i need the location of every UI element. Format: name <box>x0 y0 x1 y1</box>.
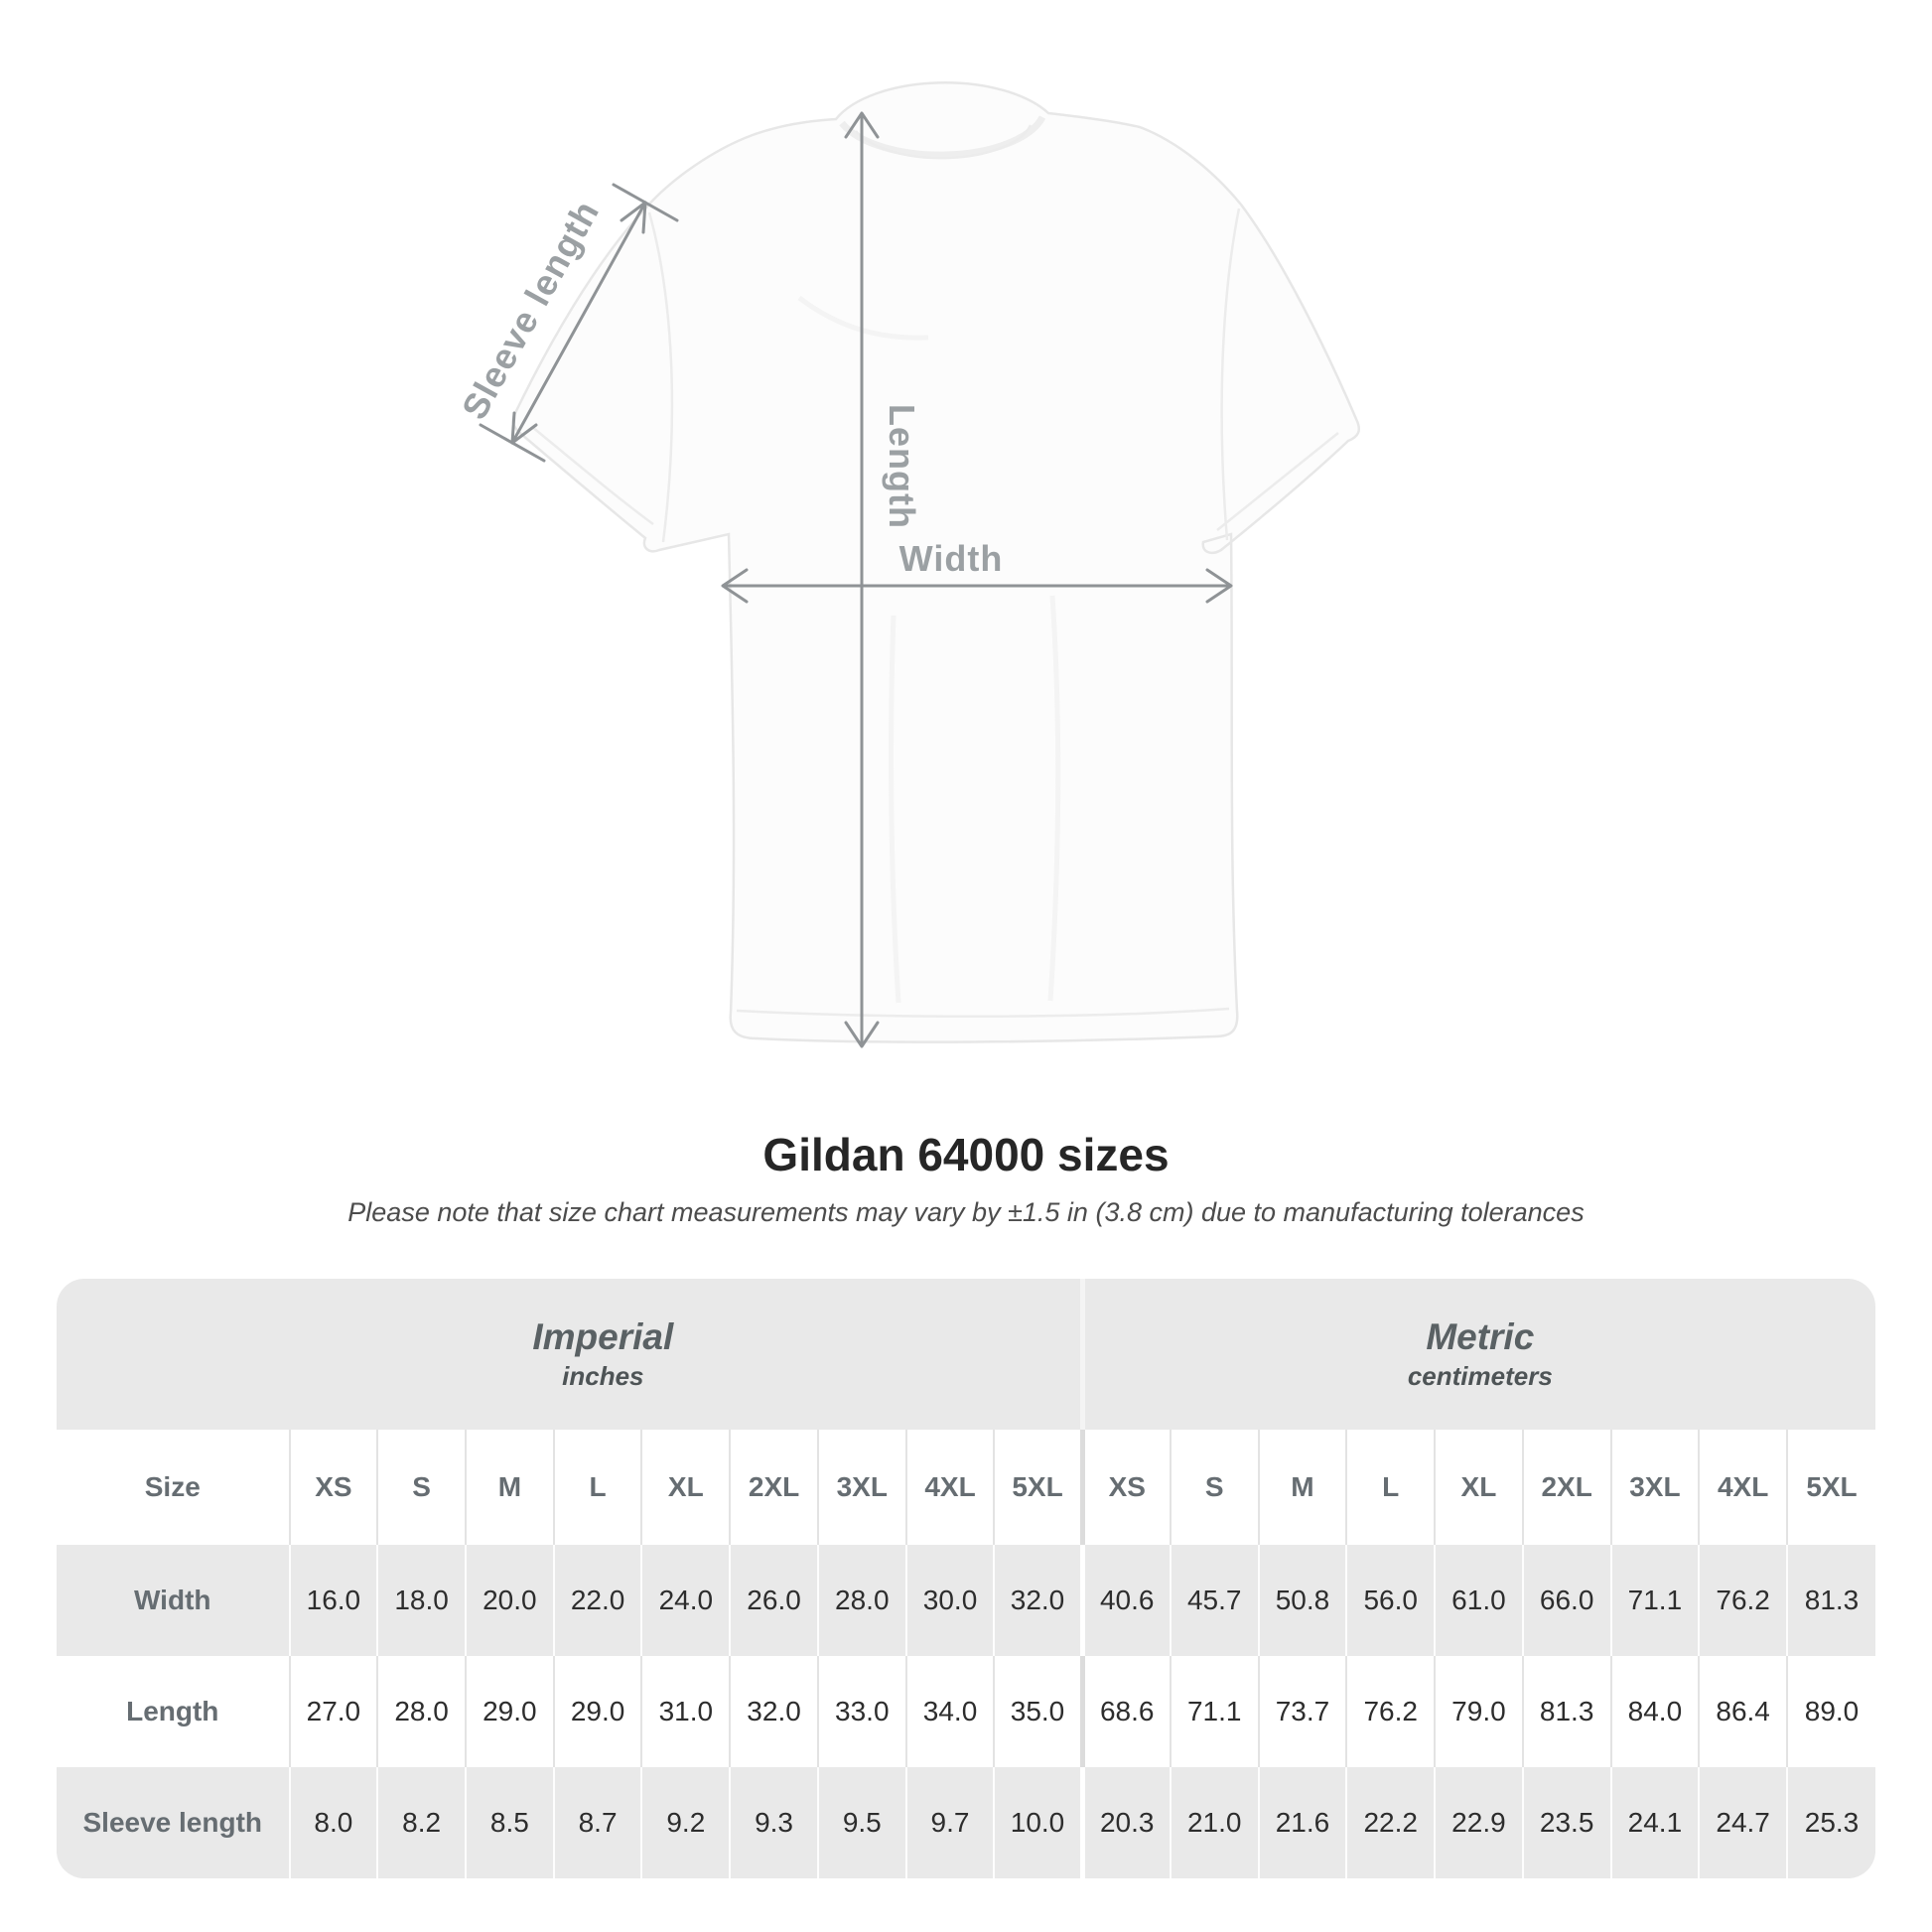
value-cell: 68.6 <box>1079 1656 1171 1767</box>
value-cell: 29.0 <box>552 1656 642 1767</box>
col-header-metric-xl: XL <box>1434 1430 1523 1545</box>
value-cell: 76.2 <box>1345 1656 1436 1767</box>
value-cell: 9.7 <box>904 1767 995 1878</box>
table-row-length: Length 27.0 28.0 29.0 29.0 31.0 32.0 33.… <box>57 1656 1875 1767</box>
value-cell: 29.0 <box>464 1656 554 1767</box>
value-cell: 40.6 <box>1079 1545 1171 1656</box>
length-arrow <box>844 111 880 1048</box>
size-table: Imperial inches Metric centimeters Size … <box>57 1279 1875 1878</box>
value-cell: 32.0 <box>993 1545 1083 1656</box>
col-header-metric-2xl: 2XL <box>1521 1430 1611 1545</box>
value-cell: 79.0 <box>1434 1656 1523 1767</box>
value-cell: 18.0 <box>376 1545 466 1656</box>
value-cell: 35.0 <box>993 1656 1083 1767</box>
col-header-metric-m: M <box>1257 1430 1347 1545</box>
col-header-metric-xs: XS <box>1079 1430 1171 1545</box>
length-label: Length <box>882 404 922 529</box>
value-cell: 73.7 <box>1257 1656 1347 1767</box>
value-cell: 71.1 <box>1609 1545 1700 1656</box>
width-label: Width <box>899 538 1004 579</box>
col-header-metric-3xl: 3XL <box>1609 1430 1700 1545</box>
width-arrow <box>721 568 1233 604</box>
value-cell: 22.0 <box>552 1545 642 1656</box>
value-cell: 45.7 <box>1169 1545 1259 1656</box>
row-label-sleeve-length: Sleeve length <box>57 1767 290 1878</box>
imperial-sublabel: inches <box>562 1361 644 1392</box>
row-label-width: Width <box>57 1545 290 1656</box>
value-cell: 71.1 <box>1169 1656 1259 1767</box>
size-header-row: Size XS S M L XL 2XL 3XL 4XL 5XL XS S M … <box>57 1430 1875 1545</box>
value-cell: 27.0 <box>288 1656 378 1767</box>
value-cell: 33.0 <box>816 1656 906 1767</box>
imperial-label: Imperial <box>532 1315 674 1357</box>
value-cell: 28.0 <box>816 1545 906 1656</box>
value-cell: 76.2 <box>1698 1545 1787 1656</box>
value-cell: 9.2 <box>640 1767 731 1878</box>
col-header-size: Size <box>57 1430 290 1545</box>
value-cell: 22.9 <box>1434 1767 1523 1878</box>
value-cell: 32.0 <box>729 1656 818 1767</box>
table-row-sleeve-length: Sleeve length 8.0 8.2 8.5 8.7 9.2 9.3 9.… <box>57 1767 1875 1878</box>
page-title: Gildan 64000 sizes <box>762 1129 1170 1180</box>
value-cell: 81.3 <box>1786 1545 1875 1656</box>
value-cell: 24.7 <box>1698 1767 1787 1878</box>
value-cell: 50.8 <box>1257 1545 1347 1656</box>
col-header-imperial-5xl: 5XL <box>993 1430 1083 1545</box>
value-cell: 9.3 <box>729 1767 818 1878</box>
value-cell: 86.4 <box>1698 1656 1787 1767</box>
value-cell: 31.0 <box>640 1656 731 1767</box>
value-cell: 22.2 <box>1345 1767 1436 1878</box>
value-cell: 89.0 <box>1786 1656 1875 1767</box>
col-header-imperial-4xl: 4XL <box>904 1430 995 1545</box>
tshirt-measurement-diagram: Sleeve length Length Width <box>454 80 1360 1048</box>
value-cell: 28.0 <box>376 1656 466 1767</box>
value-cell: 30.0 <box>904 1545 995 1656</box>
col-header-imperial-xl: XL <box>640 1430 731 1545</box>
value-cell: 10.0 <box>993 1767 1083 1878</box>
metric-group-header: Metric centimeters <box>1079 1279 1875 1430</box>
col-header-imperial-s: S <box>376 1430 466 1545</box>
value-cell: 8.5 <box>464 1767 554 1878</box>
value-cell: 26.0 <box>729 1545 818 1656</box>
size-table-card: Imperial inches Metric centimeters Size … <box>57 1279 1875 1878</box>
value-cell: 56.0 <box>1345 1545 1436 1656</box>
value-cell: 66.0 <box>1521 1545 1611 1656</box>
value-cell: 81.3 <box>1521 1656 1611 1767</box>
table-row-width: Width 16.0 18.0 20.0 22.0 24.0 26.0 28.0… <box>57 1545 1875 1656</box>
col-header-imperial-l: L <box>552 1430 642 1545</box>
metric-sublabel: centimeters <box>1407 1361 1553 1392</box>
metric-label: Metric <box>1426 1315 1535 1357</box>
sleeve-length-arrow <box>479 183 679 463</box>
value-cell: 84.0 <box>1609 1656 1700 1767</box>
col-header-metric-4xl: 4XL <box>1698 1430 1787 1545</box>
value-cell: 21.0 <box>1169 1767 1259 1878</box>
col-header-imperial-2xl: 2XL <box>729 1430 818 1545</box>
row-label-length: Length <box>57 1656 290 1767</box>
col-header-metric-s: S <box>1169 1430 1259 1545</box>
value-cell: 21.6 <box>1257 1767 1347 1878</box>
col-header-imperial-xs: XS <box>288 1430 378 1545</box>
col-header-metric-5xl: 5XL <box>1786 1430 1875 1545</box>
col-header-metric-l: L <box>1345 1430 1436 1545</box>
value-cell: 20.3 <box>1079 1767 1171 1878</box>
page-subtitle: Please note that size chart measurements… <box>347 1197 1585 1227</box>
value-cell: 20.0 <box>464 1545 554 1656</box>
col-header-imperial-3xl: 3XL <box>816 1430 906 1545</box>
value-cell: 9.5 <box>816 1767 906 1878</box>
unit-group-row: Imperial inches Metric centimeters <box>57 1279 1875 1430</box>
value-cell: 61.0 <box>1434 1545 1523 1656</box>
value-cell: 34.0 <box>904 1656 995 1767</box>
value-cell: 24.0 <box>640 1545 731 1656</box>
value-cell: 16.0 <box>288 1545 378 1656</box>
imperial-group-header: Imperial inches <box>57 1279 1082 1430</box>
value-cell: 8.2 <box>376 1767 466 1878</box>
col-header-imperial-m: M <box>464 1430 554 1545</box>
value-cell: 25.3 <box>1786 1767 1875 1878</box>
value-cell: 24.1 <box>1609 1767 1700 1878</box>
value-cell: 8.0 <box>288 1767 378 1878</box>
value-cell: 23.5 <box>1521 1767 1611 1878</box>
value-cell: 8.7 <box>552 1767 642 1878</box>
